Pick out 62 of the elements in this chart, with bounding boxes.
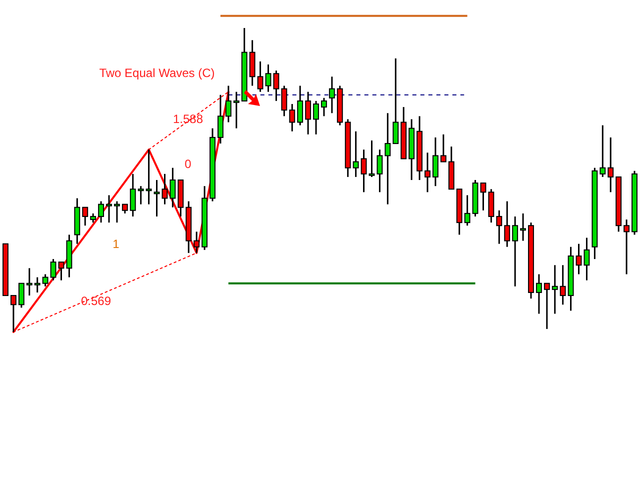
candlestick [544, 282, 550, 330]
candlestick [560, 264, 566, 306]
candlestick [480, 182, 486, 212]
candlestick [352, 130, 359, 178]
candlestick [218, 94, 224, 144]
candlestick [34, 276, 40, 294]
candlestick [376, 148, 383, 193]
candlestick [18, 282, 24, 308]
candlestick [368, 140, 375, 178]
candlestick [512, 216, 518, 288]
candlestick [281, 85, 288, 117]
candlestick [360, 148, 367, 193]
candlestick [536, 273, 542, 315]
candlestick [130, 173, 136, 218]
candlestick [289, 103, 296, 132]
candlestick [58, 261, 64, 282]
candlestick [608, 136, 614, 193]
candlestick [233, 91, 240, 130]
candlestick [138, 185, 144, 206]
candlestick [328, 76, 335, 114]
candlestick [114, 200, 120, 224]
candlestick [26, 267, 32, 296]
candlestick [257, 60, 264, 93]
candlestick [50, 258, 56, 282]
candlestick [10, 294, 16, 333]
candlestick [106, 194, 112, 224]
candlestick [600, 124, 606, 178]
candlestick [520, 212, 526, 242]
candlestick [504, 200, 510, 248]
candlestick [90, 212, 96, 224]
annotation: 0 [184, 157, 192, 171]
candlestick [265, 64, 272, 93]
candlestick [122, 204, 128, 214]
candlestick [98, 200, 104, 224]
candlestick [297, 85, 304, 126]
candlestick [305, 91, 312, 136]
candlestick [576, 243, 582, 275]
annotation: 1.588 [172, 112, 204, 126]
candlestick [321, 97, 327, 117]
candlestick [464, 194, 470, 226]
candlestick [552, 264, 558, 315]
candlestick [624, 218, 630, 275]
candlestick [273, 70, 280, 102]
candlestick [82, 206, 88, 226]
candlestick [424, 152, 430, 193]
candlestick [194, 230, 200, 254]
candlestick [584, 237, 590, 282]
candlestick [170, 167, 176, 208]
candlestick [496, 210, 502, 245]
candlestick [154, 179, 160, 218]
candlestick [440, 134, 446, 163]
annotation: 0.569 [80, 294, 112, 308]
candlestick [432, 136, 438, 187]
candlestick [162, 173, 168, 206]
candlestick [384, 112, 391, 206]
annotation: 1 [112, 237, 120, 251]
candlestick [313, 100, 319, 136]
candlestick [146, 148, 152, 206]
annotation: Two Equal Waves (C) [99, 66, 215, 80]
candlestick [225, 85, 232, 123]
candlestick [42, 273, 48, 288]
candlestick [392, 58, 399, 144]
